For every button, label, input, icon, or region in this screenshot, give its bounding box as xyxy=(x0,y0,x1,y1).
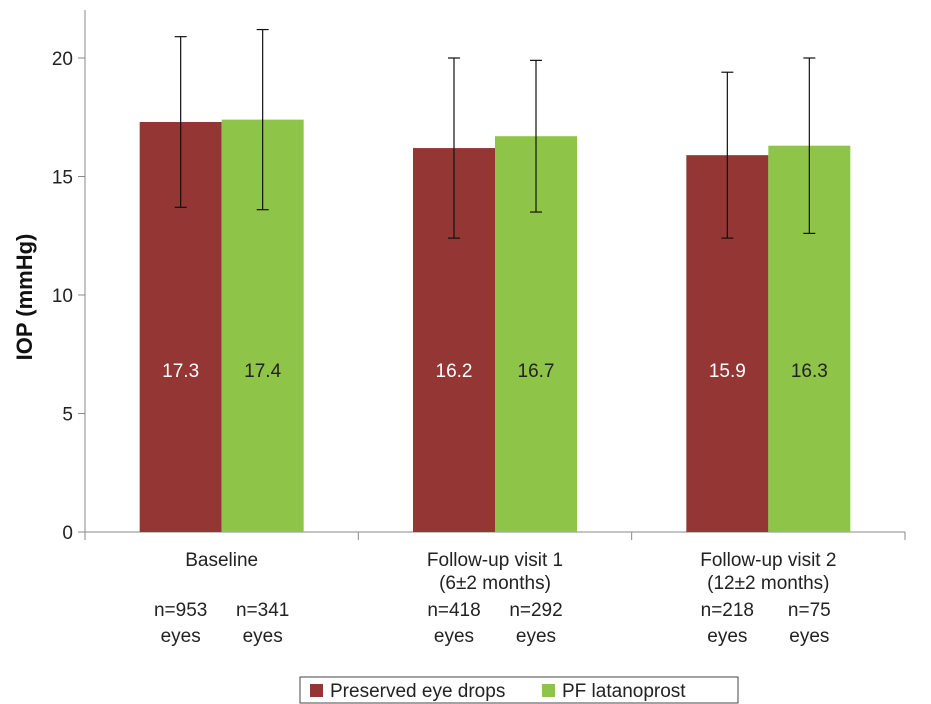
legend-box xyxy=(299,676,739,704)
category-label: Baseline xyxy=(185,550,258,571)
category-label: Follow-up visit 2 xyxy=(700,550,836,571)
legend-label: PF latanoprost xyxy=(562,681,686,702)
n-unit-label: eyes xyxy=(516,626,556,647)
n-label: n=218 xyxy=(701,600,754,621)
y-tick-label: 5 xyxy=(62,405,73,426)
category-label: (12±2 months) xyxy=(707,573,829,594)
y-tick-label: 10 xyxy=(52,286,73,307)
legend-swatch xyxy=(542,684,555,697)
y-tick-label: 15 xyxy=(52,168,73,189)
category-label: (6±2 months) xyxy=(439,573,551,594)
n-label: n=341 xyxy=(236,600,289,621)
data-label: 16.7 xyxy=(518,361,555,382)
y-tick-label: 20 xyxy=(52,49,73,70)
n-unit-label: eyes xyxy=(789,626,829,647)
data-label: 15.9 xyxy=(709,361,746,382)
error-bars xyxy=(174,28,816,239)
legend-swatch xyxy=(310,684,323,697)
y-axis-label: IOP (mmHg) xyxy=(12,234,37,361)
legend-label: Preserved eye drops xyxy=(330,681,505,702)
n-label: n=75 xyxy=(788,600,831,621)
data-label: 16.2 xyxy=(436,361,473,382)
n-unit-label: eyes xyxy=(707,626,747,647)
data-label: 17.4 xyxy=(244,361,281,382)
data-label: 16.3 xyxy=(791,361,828,382)
n-unit-label: eyes xyxy=(434,626,474,647)
bars xyxy=(139,119,851,533)
n-label: n=292 xyxy=(509,600,562,621)
n-unit-label: eyes xyxy=(243,626,283,647)
legend: Preserved eye drops PF latanoprost xyxy=(299,676,739,704)
category-label: Follow-up visit 1 xyxy=(427,550,563,571)
n-unit-label: eyes xyxy=(161,626,201,647)
data-label: 17.3 xyxy=(162,361,199,382)
y-tick-label: 0 xyxy=(62,523,73,544)
n-label: n=953 xyxy=(154,600,207,621)
n-label: n=418 xyxy=(427,600,480,621)
labels: 17.3 n=953 eyes 17.4 n=341 eyes Baseline 16.2 n=… xyxy=(154,361,836,647)
